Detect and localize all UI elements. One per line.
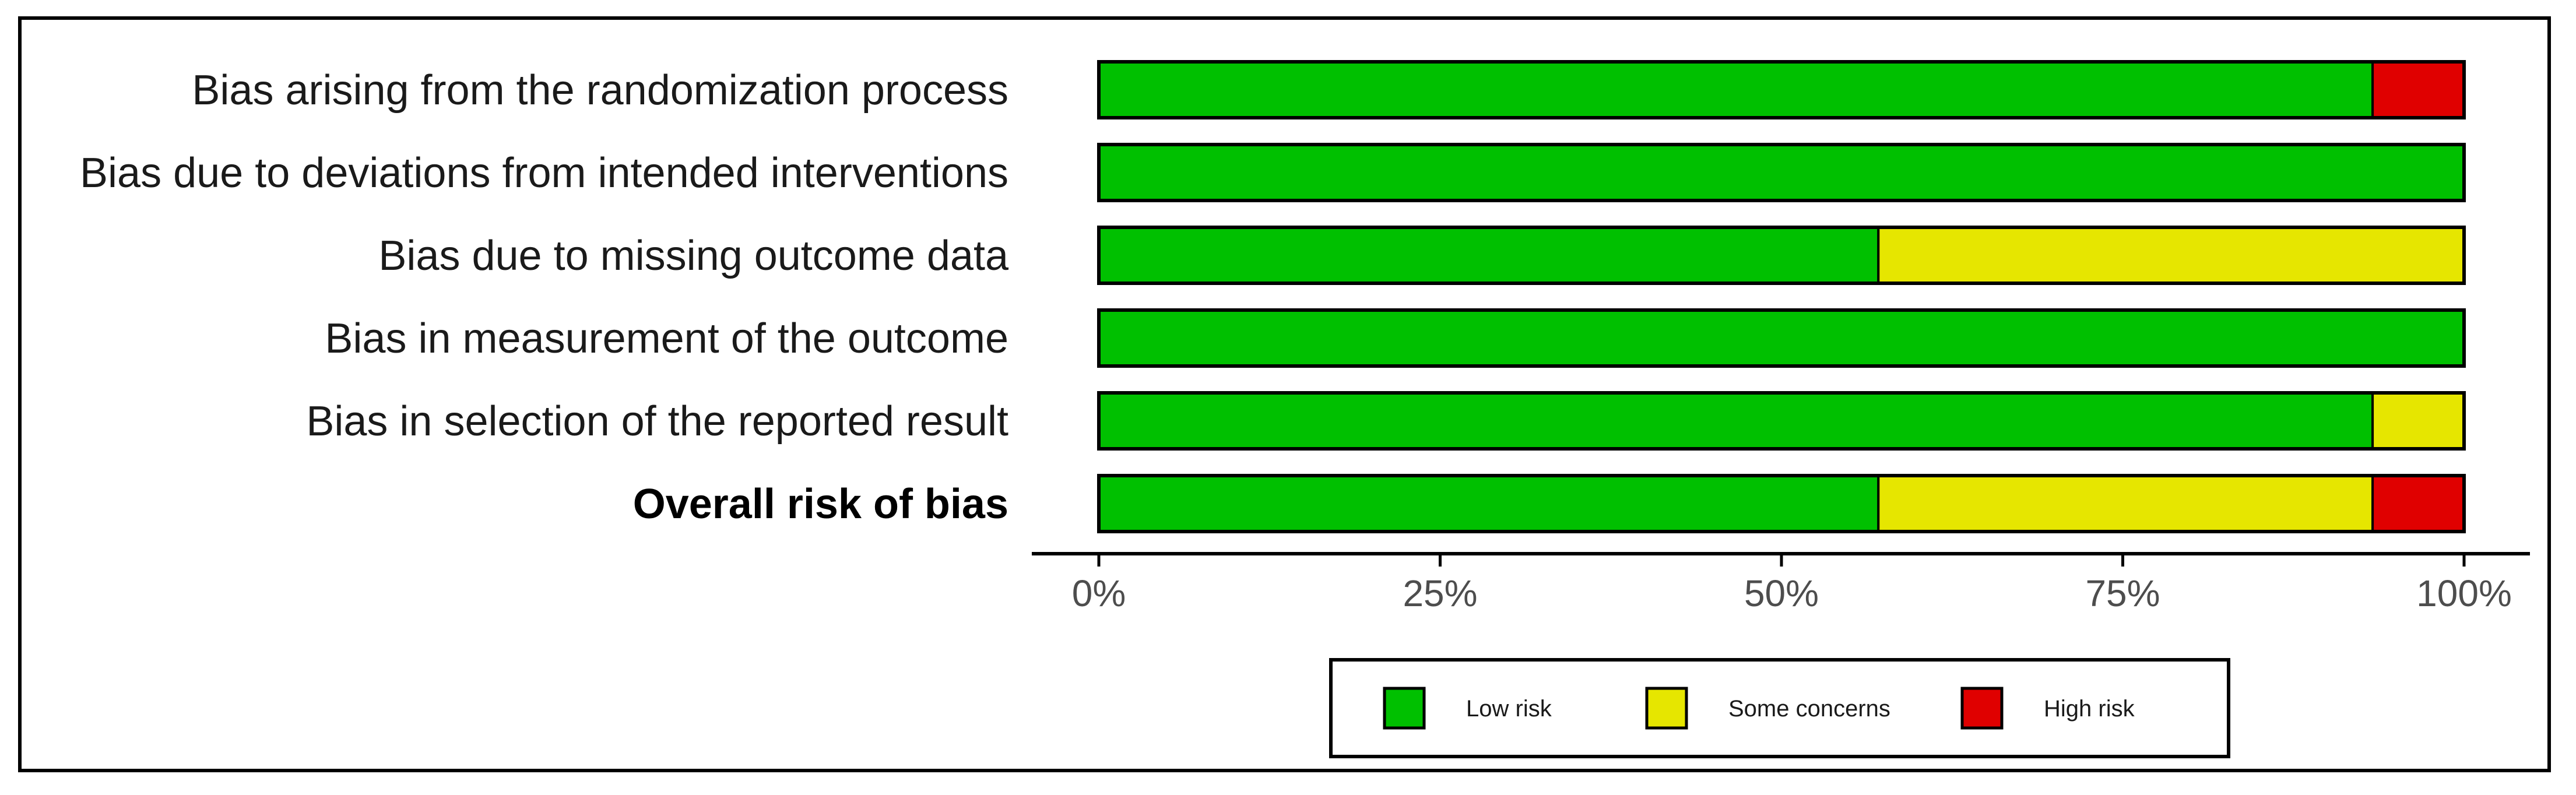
row-label-bias-arising-from-the-randomization-process: Bias arising from the randomization proc… [192, 67, 1008, 114]
x-tick-label: 0% [1072, 572, 1126, 614]
bar-segment-low-risk-row-4 [1098, 309, 2465, 367]
legend-swatch-some-concerns [1645, 687, 1688, 730]
row-label-bias-due-to-deviations-from-intended-interventions: Bias due to deviations from intended int… [80, 150, 1008, 196]
bar-segment-low-risk-row-3 [1098, 226, 1880, 284]
row-label-bias-due-to-missing-outcome-data: Bias due to missing outcome data [378, 233, 1009, 279]
bar-segment-low-risk-row-5 [1098, 392, 2374, 450]
row-label-bias-in-measurement-of-the-outcome: Bias in measurement of the outcome [325, 315, 1008, 362]
bar-outline-row-3 [1097, 226, 2466, 285]
x-axis-ticks: 0% 25% 50% 75% 100% [1072, 554, 2512, 614]
bar-outline-row-5 [1097, 391, 2466, 451]
bar-segment-high-risk-row-6 [2371, 474, 2465, 533]
bar-segment-low-risk-row-2 [1098, 143, 2465, 202]
bar-segment-low-risk-row-1 [1098, 61, 2374, 119]
bar-outline-row-6 [1097, 474, 2466, 533]
bars [1097, 60, 2466, 533]
bar-segment-some-concerns-row-6 [1877, 474, 2374, 533]
bar-segment-some-concerns-row-3 [1877, 226, 2465, 284]
row-label-overall-risk-of-bias: Overall risk of bias [633, 481, 1008, 527]
legend-swatch-high-risk [1960, 687, 2004, 730]
legend-label-some-concerns: Some concerns [1728, 696, 1890, 722]
legend-swatch-low-risk [1383, 687, 1426, 730]
x-tick-label: 100% [2416, 572, 2512, 614]
bar-segment-high-risk-row-1 [2371, 61, 2465, 119]
figure-frame [18, 16, 2551, 772]
legend: Low risk Some concerns High risk [1329, 658, 2230, 758]
legend-box [1329, 658, 2230, 758]
x-tick-label: 50% [1744, 572, 1819, 614]
legend-label-high-risk: High risk [2044, 696, 2135, 722]
bar-outline-row-2 [1097, 143, 2466, 202]
bar-segment-low-risk-row-6 [1098, 474, 1880, 533]
x-tick-label: 75% [2085, 572, 2160, 614]
row-label-bias-in-selection-of-the-reported-result: Bias in selection of the reported result [306, 398, 1008, 445]
bar-outline-row-1 [1097, 60, 2466, 119]
bar-outline-row-4 [1097, 308, 2466, 368]
legend-label-low-risk: Low risk [1466, 696, 1552, 722]
row-labels: Bias arising from the randomization proc… [80, 67, 1009, 527]
x-tick-label: 25% [1403, 572, 1477, 614]
bar-segment-some-concerns-row-5 [2371, 392, 2465, 450]
